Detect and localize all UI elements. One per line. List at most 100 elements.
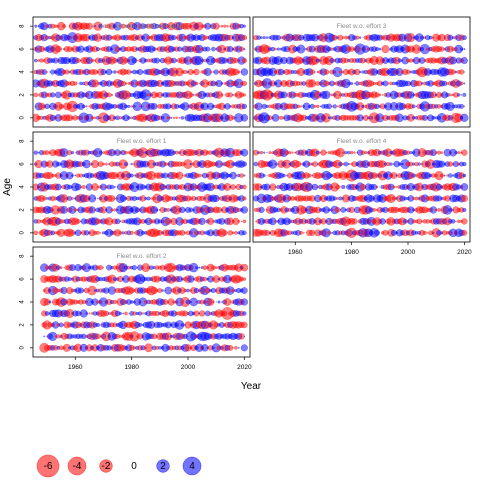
residual-point (128, 163, 130, 165)
residual-point (231, 231, 235, 235)
residual-point (74, 174, 77, 177)
residual-point (454, 70, 458, 74)
y-tick-label: 6 (20, 47, 26, 51)
residual-point (240, 114, 249, 122)
residual-point (106, 92, 112, 98)
bubbles-1 (33, 21, 249, 124)
residual-point (420, 35, 425, 40)
residual-point (241, 80, 248, 87)
residual-point (96, 82, 100, 85)
residual-point (113, 185, 116, 189)
residual-point (193, 68, 200, 76)
residual-point (241, 103, 247, 110)
residual-point (342, 151, 345, 154)
panel-4: Fleet w.o. effort 3 (252, 16, 471, 128)
residual-point (462, 173, 467, 178)
residual-point (212, 220, 215, 223)
residual-point (198, 82, 200, 84)
residual-point (59, 266, 63, 270)
residual-point (237, 220, 240, 223)
residual-point (241, 161, 247, 167)
residual-point (124, 104, 128, 109)
residual-point (98, 23, 103, 29)
residual-point (463, 48, 466, 51)
residual-point (448, 93, 452, 97)
residual-point (107, 312, 111, 315)
residual-point (256, 35, 261, 40)
panel-title: Fleet w.o. effort 2 (117, 253, 167, 260)
residual-point (229, 301, 231, 303)
y-tick-label: 8 (20, 139, 26, 143)
residual-point (71, 174, 74, 177)
residual-point (274, 186, 277, 188)
residual-point (152, 47, 157, 52)
residual-point (309, 69, 315, 75)
residual-point (327, 208, 331, 212)
y-tick-label: 0 (20, 231, 26, 235)
residual-point (85, 105, 88, 108)
residual-point (112, 70, 117, 74)
residual-point (460, 113, 469, 122)
residual-point (79, 81, 83, 86)
residual-point (389, 162, 393, 166)
residual-point (129, 230, 134, 235)
residual-point (166, 116, 170, 120)
residual-point (240, 68, 249, 76)
residual-point (451, 36, 455, 39)
panel-1: Joint sample residuals log(N) 0 2 4 6 8 (20, 16, 251, 128)
residual-point (262, 36, 266, 40)
residual-point (178, 116, 181, 119)
residual-point (204, 220, 206, 222)
residual-point (240, 206, 249, 214)
residual-point (259, 150, 264, 155)
residual-point (93, 116, 97, 120)
residual-point (150, 197, 153, 200)
residual-point (200, 59, 204, 63)
residual-point (188, 262, 199, 273)
residual-point (73, 208, 77, 212)
residual-point (460, 183, 469, 191)
x-tick-label: 2000 (181, 364, 196, 371)
residual-point (240, 263, 249, 272)
residual-point (62, 24, 66, 29)
residual-point (234, 174, 237, 177)
bubbles-4 (253, 32, 469, 124)
residual-point (58, 322, 64, 328)
residual-point (114, 218, 121, 225)
residual-point (124, 162, 128, 166)
residual-point (102, 266, 105, 269)
residual-point (240, 344, 248, 352)
residual-point (462, 161, 467, 167)
residual-point (242, 196, 247, 201)
residual-point (128, 312, 130, 314)
legend-label: 4 (189, 461, 195, 472)
residual-point (223, 24, 227, 28)
panel-title: Joint sample residuals log(N) (100, 23, 184, 30)
residual-point (48, 300, 52, 304)
residual-point (226, 24, 229, 28)
residual-point (314, 71, 316, 73)
residual-point (130, 162, 133, 166)
residual-point (239, 46, 245, 52)
residual-point (459, 103, 464, 109)
residual-point (298, 230, 303, 235)
residual-point (109, 184, 115, 190)
residual-point (214, 266, 218, 269)
residual-point (463, 71, 465, 73)
residual-point (241, 287, 248, 294)
residual-point (136, 68, 144, 76)
residual-point (409, 151, 413, 155)
residual-point (434, 208, 438, 212)
residual-point (175, 116, 178, 120)
residual-point (375, 185, 379, 189)
residual-point (288, 151, 292, 155)
residual-point (343, 161, 349, 167)
residual-point (169, 116, 173, 119)
residual-point (223, 298, 232, 306)
residual-point (220, 93, 224, 97)
residual-point (313, 104, 317, 108)
residual-point (463, 82, 466, 85)
residual-point (312, 161, 318, 167)
residual-point (95, 47, 100, 52)
